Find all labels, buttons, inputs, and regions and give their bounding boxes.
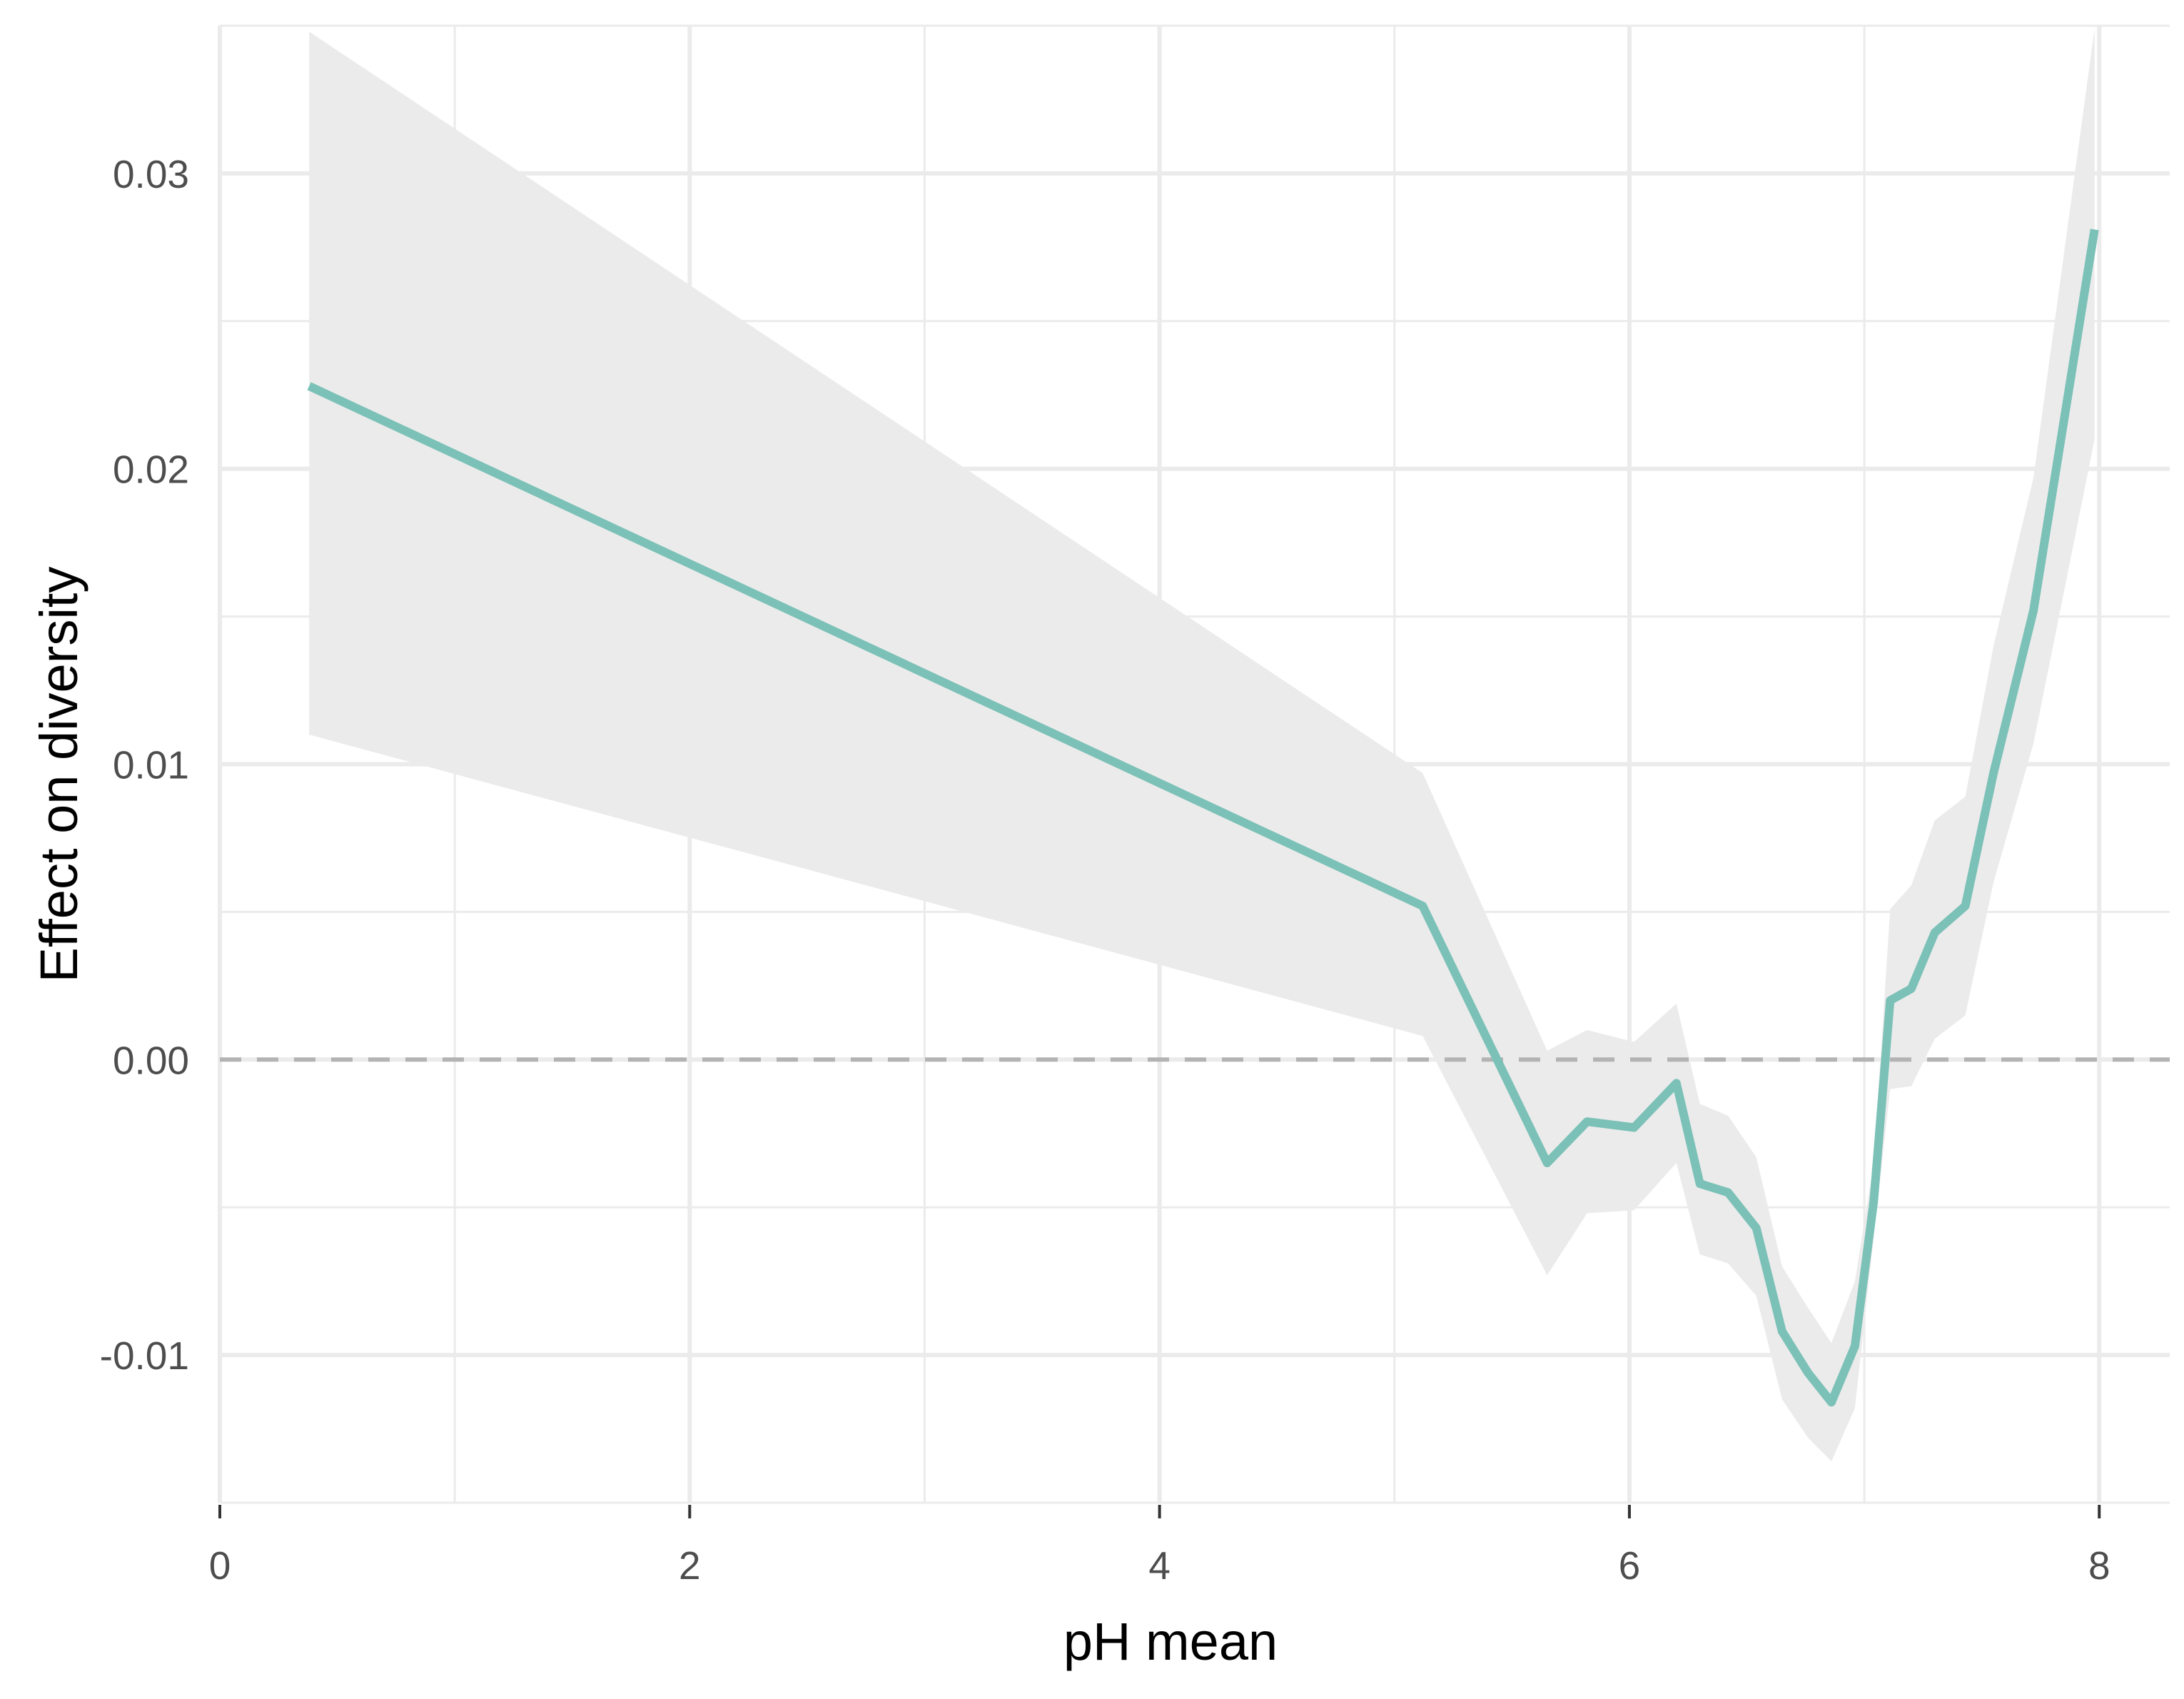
confidence-ribbon-layer: [309, 29, 2095, 1462]
x-tick-label: 0: [209, 1543, 231, 1588]
x-tick-label: 2: [679, 1543, 701, 1588]
y-tick-label: 0.01: [113, 743, 189, 787]
minor-gridlines: [220, 24, 2170, 1504]
y-tick-label: -0.01: [100, 1334, 189, 1378]
y-tick-label: 0.02: [113, 448, 189, 492]
y-axis-ticks: -0.01 0.00 0.01 0.02 0.03: [100, 152, 189, 1378]
series-line-layer: [307, 228, 2099, 1407]
y-tick-label: 0.03: [113, 152, 189, 196]
y-axis-title: Effect on diversity: [29, 567, 89, 983]
confidence-ribbon: [309, 29, 2095, 1462]
x-tick-label: 8: [2088, 1543, 2110, 1588]
x-axis-ticks: 0 2 4 6 8: [209, 1505, 2110, 1588]
y-tick-label: 0.00: [113, 1038, 189, 1082]
x-axis-title: pH mean: [1063, 1612, 1278, 1671]
x-tick-label: 4: [1148, 1543, 1171, 1588]
series-line: [307, 228, 2099, 1407]
x-tick-label: 6: [1619, 1543, 1641, 1588]
